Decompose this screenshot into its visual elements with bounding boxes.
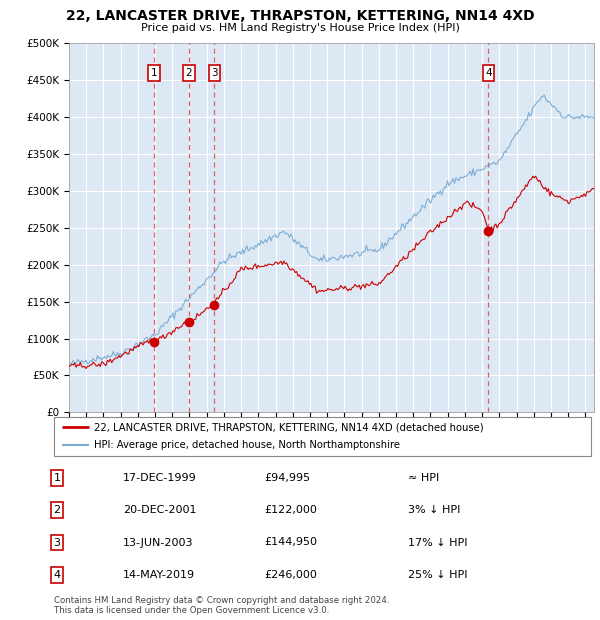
Text: 2: 2 <box>53 505 61 515</box>
Text: 2: 2 <box>185 68 192 78</box>
Text: £246,000: £246,000 <box>264 570 317 580</box>
Text: Price paid vs. HM Land Registry's House Price Index (HPI): Price paid vs. HM Land Registry's House … <box>140 23 460 33</box>
Text: £122,000: £122,000 <box>264 505 317 515</box>
Text: 1: 1 <box>151 68 158 78</box>
Text: ≈ HPI: ≈ HPI <box>408 473 439 483</box>
Text: 17% ↓ HPI: 17% ↓ HPI <box>408 538 467 547</box>
Text: £144,950: £144,950 <box>264 538 317 547</box>
Text: 3: 3 <box>53 538 61 547</box>
Text: 13-JUN-2003: 13-JUN-2003 <box>123 538 193 547</box>
Text: 17-DEC-1999: 17-DEC-1999 <box>123 473 197 483</box>
Text: 3% ↓ HPI: 3% ↓ HPI <box>408 505 460 515</box>
Text: 1: 1 <box>53 473 61 483</box>
Text: £94,995: £94,995 <box>264 473 310 483</box>
Text: 14-MAY-2019: 14-MAY-2019 <box>123 570 195 580</box>
Text: 20-DEC-2001: 20-DEC-2001 <box>123 505 197 515</box>
Text: 22, LANCASTER DRIVE, THRAPSTON, KETTERING, NN14 4XD (detached house): 22, LANCASTER DRIVE, THRAPSTON, KETTERIN… <box>94 422 484 432</box>
Text: 3: 3 <box>211 68 218 78</box>
Text: 22, LANCASTER DRIVE, THRAPSTON, KETTERING, NN14 4XD: 22, LANCASTER DRIVE, THRAPSTON, KETTERIN… <box>65 9 535 24</box>
Text: HPI: Average price, detached house, North Northamptonshire: HPI: Average price, detached house, Nort… <box>94 440 400 450</box>
Text: 25% ↓ HPI: 25% ↓ HPI <box>408 570 467 580</box>
Text: Contains HM Land Registry data © Crown copyright and database right 2024.
This d: Contains HM Land Registry data © Crown c… <box>54 596 389 615</box>
Text: 4: 4 <box>485 68 492 78</box>
Text: 4: 4 <box>53 570 61 580</box>
